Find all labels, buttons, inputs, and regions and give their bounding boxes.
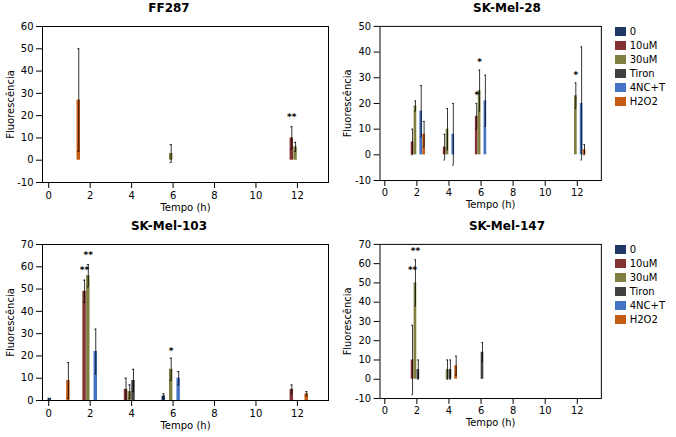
svg-text:40: 40	[21, 65, 34, 76]
svg-text:Fluorescência: Fluorescência	[342, 70, 353, 138]
svg-text:30: 30	[21, 88, 34, 99]
svg-text:0: 0	[46, 408, 52, 419]
html-text:H2O2: H2O2	[629, 96, 658, 107]
html-text:Tiron: Tiron	[629, 286, 655, 297]
svg-text:-10: -10	[355, 393, 371, 404]
html-text:H2O2: H2O2	[629, 314, 658, 325]
svg-text:Fluorescência: Fluorescência	[342, 288, 353, 356]
svg-text:10: 10	[250, 408, 263, 419]
svg-text:Tempo (h): Tempo (h)	[465, 417, 515, 428]
svg-text:6: 6	[478, 405, 484, 416]
html-text:SK-Mel-103: SK-Mel-103	[130, 219, 207, 233]
svg-text:12: 12	[571, 187, 584, 198]
svg-text:*: *	[169, 346, 174, 356]
svg-text:20: 20	[21, 350, 34, 361]
svg-text:10: 10	[21, 132, 34, 143]
svg-text:0: 0	[365, 149, 371, 160]
svg-text:-10: -10	[355, 175, 371, 186]
svg-text:4: 4	[446, 405, 452, 416]
svg-text:30: 30	[21, 328, 34, 339]
svg-text:12: 12	[291, 408, 304, 419]
svg-text:*: *	[474, 90, 479, 100]
svg-text:60: 60	[359, 258, 372, 269]
svg-text:**: **	[408, 265, 418, 275]
html-text:4NC+T: 4NC+T	[629, 82, 665, 93]
html-text:30uM: 30uM	[629, 272, 658, 283]
html-text:FF287: FF287	[148, 1, 190, 15]
html-text:Tiron: Tiron	[629, 68, 655, 79]
svg-text:10: 10	[359, 123, 372, 134]
svg-text:-10: -10	[17, 177, 33, 188]
svg-text:12: 12	[291, 190, 304, 201]
svg-text:0: 0	[46, 190, 52, 201]
html-text:30uM: 30uM	[629, 54, 658, 65]
html-text:0: 0	[629, 244, 637, 255]
svg-text:0: 0	[27, 395, 33, 406]
svg-text:6: 6	[478, 187, 484, 198]
html-text:4NC+T: 4NC+T	[629, 300, 665, 311]
svg-text:0: 0	[365, 373, 371, 384]
svg-text:Tempo (h): Tempo (h)	[159, 420, 210, 431]
svg-text:**: **	[80, 265, 90, 275]
svg-text:50: 50	[21, 283, 34, 294]
svg-text:**: **	[411, 246, 421, 256]
svg-text:50: 50	[21, 43, 34, 54]
svg-text:10: 10	[539, 187, 552, 198]
svg-text:Fluorescência: Fluorescência	[5, 70, 16, 139]
svg-text:70: 70	[21, 239, 34, 250]
svg-text:2: 2	[87, 190, 93, 201]
svg-text:8: 8	[211, 190, 217, 201]
svg-text:2: 2	[87, 408, 93, 419]
svg-text:2: 2	[414, 405, 420, 416]
svg-text:4: 4	[128, 190, 134, 201]
svg-text:**: **	[84, 250, 94, 260]
svg-text:8: 8	[510, 405, 516, 416]
svg-text:70: 70	[359, 239, 372, 250]
svg-text:40: 40	[359, 296, 372, 307]
svg-text:40: 40	[359, 46, 372, 57]
html-text:10uM: 10uM	[629, 40, 658, 51]
svg-text:20: 20	[359, 98, 372, 109]
html-text:SK-Mel-28: SK-Mel-28	[473, 1, 541, 15]
svg-text:10: 10	[21, 372, 34, 383]
svg-text:50: 50	[359, 21, 372, 32]
svg-text:20: 20	[21, 110, 34, 121]
svg-text:20: 20	[359, 335, 372, 346]
svg-text:2: 2	[414, 187, 420, 198]
svg-text:6: 6	[170, 408, 176, 419]
svg-text:Tempo (h): Tempo (h)	[159, 202, 210, 213]
svg-text:*: *	[574, 70, 579, 80]
html-text:0: 0	[629, 26, 637, 37]
svg-text:Tempo (h): Tempo (h)	[465, 199, 515, 210]
svg-text:30: 30	[359, 72, 372, 83]
svg-text:0: 0	[27, 154, 33, 165]
svg-text:4: 4	[446, 187, 452, 198]
svg-text:60: 60	[21, 21, 34, 32]
svg-text:**: **	[287, 112, 297, 122]
svg-text:*: *	[477, 57, 482, 67]
svg-text:4: 4	[128, 408, 134, 419]
svg-text:30: 30	[359, 316, 372, 327]
svg-text:12: 12	[571, 405, 584, 416]
svg-text:0: 0	[382, 405, 388, 416]
svg-text:60: 60	[21, 261, 34, 272]
svg-text:40: 40	[21, 306, 34, 317]
svg-text:8: 8	[211, 408, 217, 419]
svg-text:10: 10	[250, 190, 263, 201]
svg-text:50: 50	[359, 277, 372, 288]
svg-text:0: 0	[382, 187, 388, 198]
svg-text:10: 10	[539, 405, 552, 416]
svg-text:Fluorescência: Fluorescência	[5, 288, 16, 357]
html-text:SK-Mel-147: SK-Mel-147	[468, 219, 545, 233]
html-text:10uM: 10uM	[629, 258, 658, 269]
svg-text:8: 8	[510, 187, 516, 198]
svg-text:10: 10	[359, 354, 372, 365]
svg-text:6: 6	[170, 190, 176, 201]
